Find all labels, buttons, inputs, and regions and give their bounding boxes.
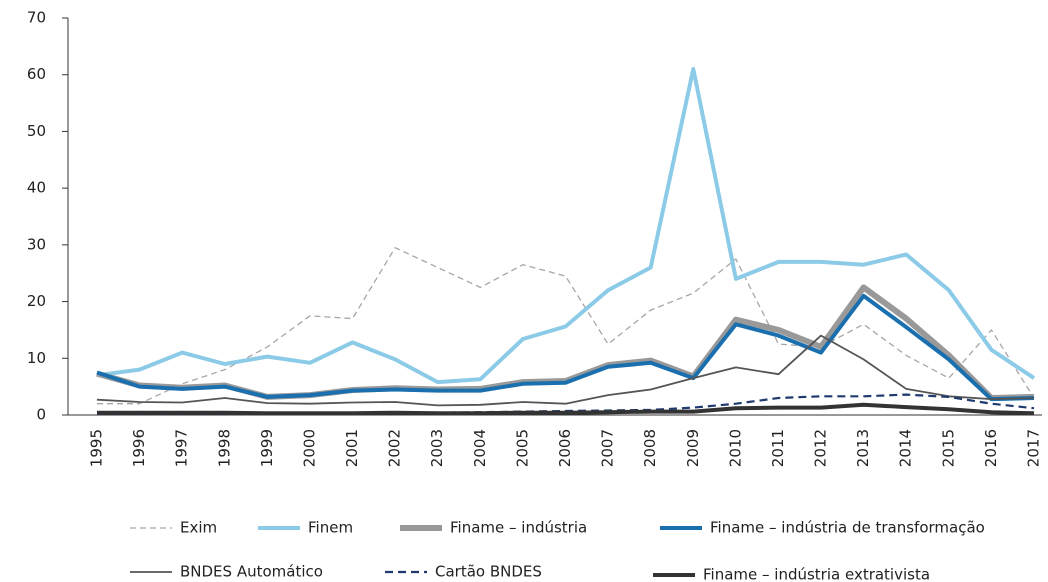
x-tick-label: 2014	[897, 429, 915, 467]
legend-label: Finame – indústria	[450, 519, 587, 537]
legend-label: BNDES Automático	[180, 563, 323, 581]
series-line	[96, 67, 1036, 385]
x-tick-label: 2006	[556, 429, 574, 467]
x-tick-label: 1996	[130, 429, 148, 467]
x-tick-label: 2016	[982, 429, 1000, 467]
x-tick-label: 2004	[471, 429, 489, 467]
x-tick-label: 2010	[726, 429, 744, 467]
series-line	[97, 247, 1035, 405]
y-tick-label: 40	[27, 179, 46, 197]
x-tick-label: 1995	[88, 429, 106, 467]
x-tick-label: 2013	[854, 429, 872, 467]
legend-label: Finem	[308, 519, 353, 537]
y-tick-label: 50	[27, 122, 46, 140]
x-tick-label: 2008	[641, 429, 659, 467]
x-tick-label: 2007	[599, 429, 617, 467]
y-tick-label: 60	[27, 65, 46, 83]
x-tick-label: 2003	[428, 429, 446, 467]
y-tick-label: 20	[27, 292, 46, 310]
x-tick-label: 2017	[1025, 429, 1043, 467]
x-tick-label: 2001	[343, 429, 361, 467]
x-tick-label: 2015	[939, 429, 957, 467]
y-tick-label: 10	[27, 349, 46, 367]
y-tick-label: 70	[27, 9, 46, 27]
series-line	[96, 334, 1035, 407]
legend-label: Cartão BNDES	[435, 563, 542, 581]
y-tick-label: 0	[36, 406, 46, 424]
x-tick-label: 1999	[258, 429, 276, 467]
x-tick-label: 2009	[684, 429, 702, 467]
legend-label: Exim	[180, 519, 217, 537]
legend-label: Finame – indústria extrativista	[703, 566, 930, 582]
x-tick-label: 2012	[812, 429, 830, 467]
series-line	[96, 293, 1035, 402]
x-tick-label: 2000	[300, 429, 318, 467]
x-tick-label: 2005	[513, 429, 531, 467]
x-tick-label: 2011	[769, 429, 787, 467]
x-tick-label: 1997	[173, 429, 191, 467]
legend-label: Finame – indústria de transformação	[710, 519, 985, 537]
series-line	[97, 402, 1035, 416]
y-tick-label: 30	[27, 235, 46, 253]
x-tick-label: 1998	[215, 429, 233, 467]
x-tick-label: 2002	[386, 429, 404, 467]
